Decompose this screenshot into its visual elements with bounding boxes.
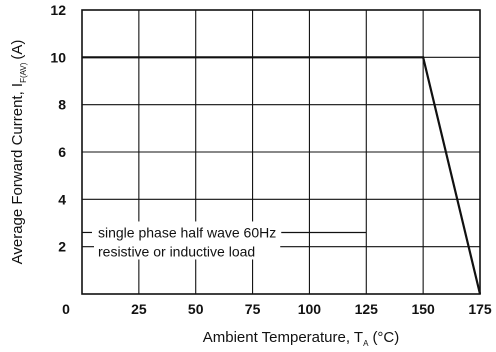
y-axis-label-subscript: F(AV) bbox=[19, 62, 28, 83]
y-tick-labels: 2 4 6 8 10 12 bbox=[50, 2, 66, 255]
x-tick-label: 75 bbox=[245, 301, 261, 317]
y-tick-label: 10 bbox=[50, 49, 66, 65]
y-axis-label: Average Forward Current, IF(AV) (A) bbox=[9, 40, 28, 265]
y-tick-label: 2 bbox=[58, 239, 66, 255]
x-axis-label-main: Ambient Temperature, T bbox=[203, 329, 363, 346]
series-group bbox=[82, 56, 482, 295]
y-tick-label: 12 bbox=[50, 2, 66, 18]
annotation: single phase half wave 60Hz resistive or… bbox=[82, 221, 367, 260]
x-tick-labels: 0 25 50 75 100 125 150 175 bbox=[62, 301, 492, 317]
x-axis-label: Ambient Temperature, TA (°C) bbox=[203, 329, 400, 348]
annotation-line-1: single phase half wave 60Hz bbox=[98, 224, 276, 240]
x-tick-label: 175 bbox=[468, 301, 492, 317]
annotation-line-2: resistive or inductive load bbox=[98, 243, 255, 259]
y-tick-label: 4 bbox=[58, 191, 66, 207]
y-axis-label-unit: (A) bbox=[9, 40, 26, 60]
x-tick-label: 0 bbox=[62, 301, 70, 317]
x-axis-label-subscript: A bbox=[363, 339, 369, 348]
x-tick-label: 100 bbox=[298, 301, 322, 317]
x-axis-label-unit: (°C) bbox=[372, 329, 399, 346]
y-tick-label: 8 bbox=[58, 97, 66, 113]
y-tick-label: 6 bbox=[58, 144, 66, 160]
x-tick-label: 150 bbox=[411, 301, 435, 317]
x-tick-label: 50 bbox=[188, 301, 204, 317]
series-line bbox=[82, 56, 482, 295]
x-tick-label: 125 bbox=[355, 301, 379, 317]
y-axis-label-main: Average Forward Current, I bbox=[9, 83, 26, 264]
plot-frame bbox=[81, 9, 481, 295]
annotation-background bbox=[94, 221, 281, 260]
x-tick-label: 25 bbox=[131, 301, 147, 317]
